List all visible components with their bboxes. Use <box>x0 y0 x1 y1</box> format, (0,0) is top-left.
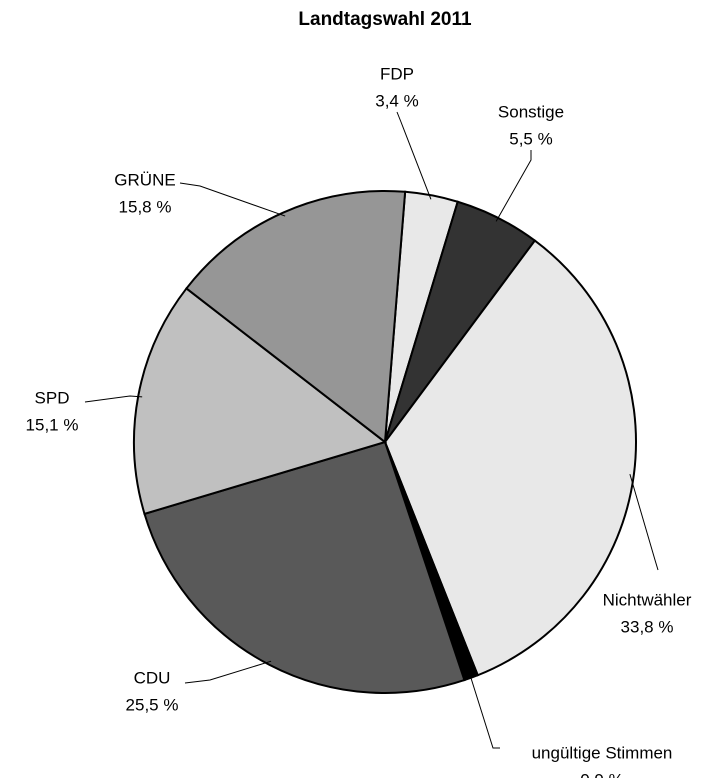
slice-label: SPD <box>35 388 70 407</box>
slice-label: ungültige Stimmen <box>532 743 673 762</box>
leader-line <box>396 111 432 200</box>
slice-value-label: 15,1 % <box>26 415 79 434</box>
leader-line <box>469 673 500 749</box>
leader-line <box>184 660 272 684</box>
leader-line <box>84 395 143 403</box>
leader-line <box>495 150 532 222</box>
slice-value-label: 0,9 % <box>580 770 623 778</box>
slice-label: GRÜNE <box>114 170 175 189</box>
pie-slice <box>383 239 638 677</box>
slice-label: Sonstige <box>498 102 564 121</box>
slice-value-label: 3,4 % <box>375 91 418 110</box>
leader-line <box>629 474 659 571</box>
slice-value-label: 15,8 % <box>119 197 172 216</box>
slice-label: Nichtwähler <box>603 590 692 609</box>
slice-value-label: 5,5 % <box>509 129 552 148</box>
leader-line <box>179 182 286 217</box>
pie-slice <box>185 190 407 444</box>
slice-label: CDU <box>134 668 171 687</box>
chart-title: Landtagswahl 2011 <box>298 9 472 30</box>
slice-value-label: 33,8 % <box>621 617 674 636</box>
pie-slice <box>143 440 466 694</box>
slice-label: FDP <box>380 64 414 83</box>
slice-value-label: 25,5 % <box>126 695 179 714</box>
